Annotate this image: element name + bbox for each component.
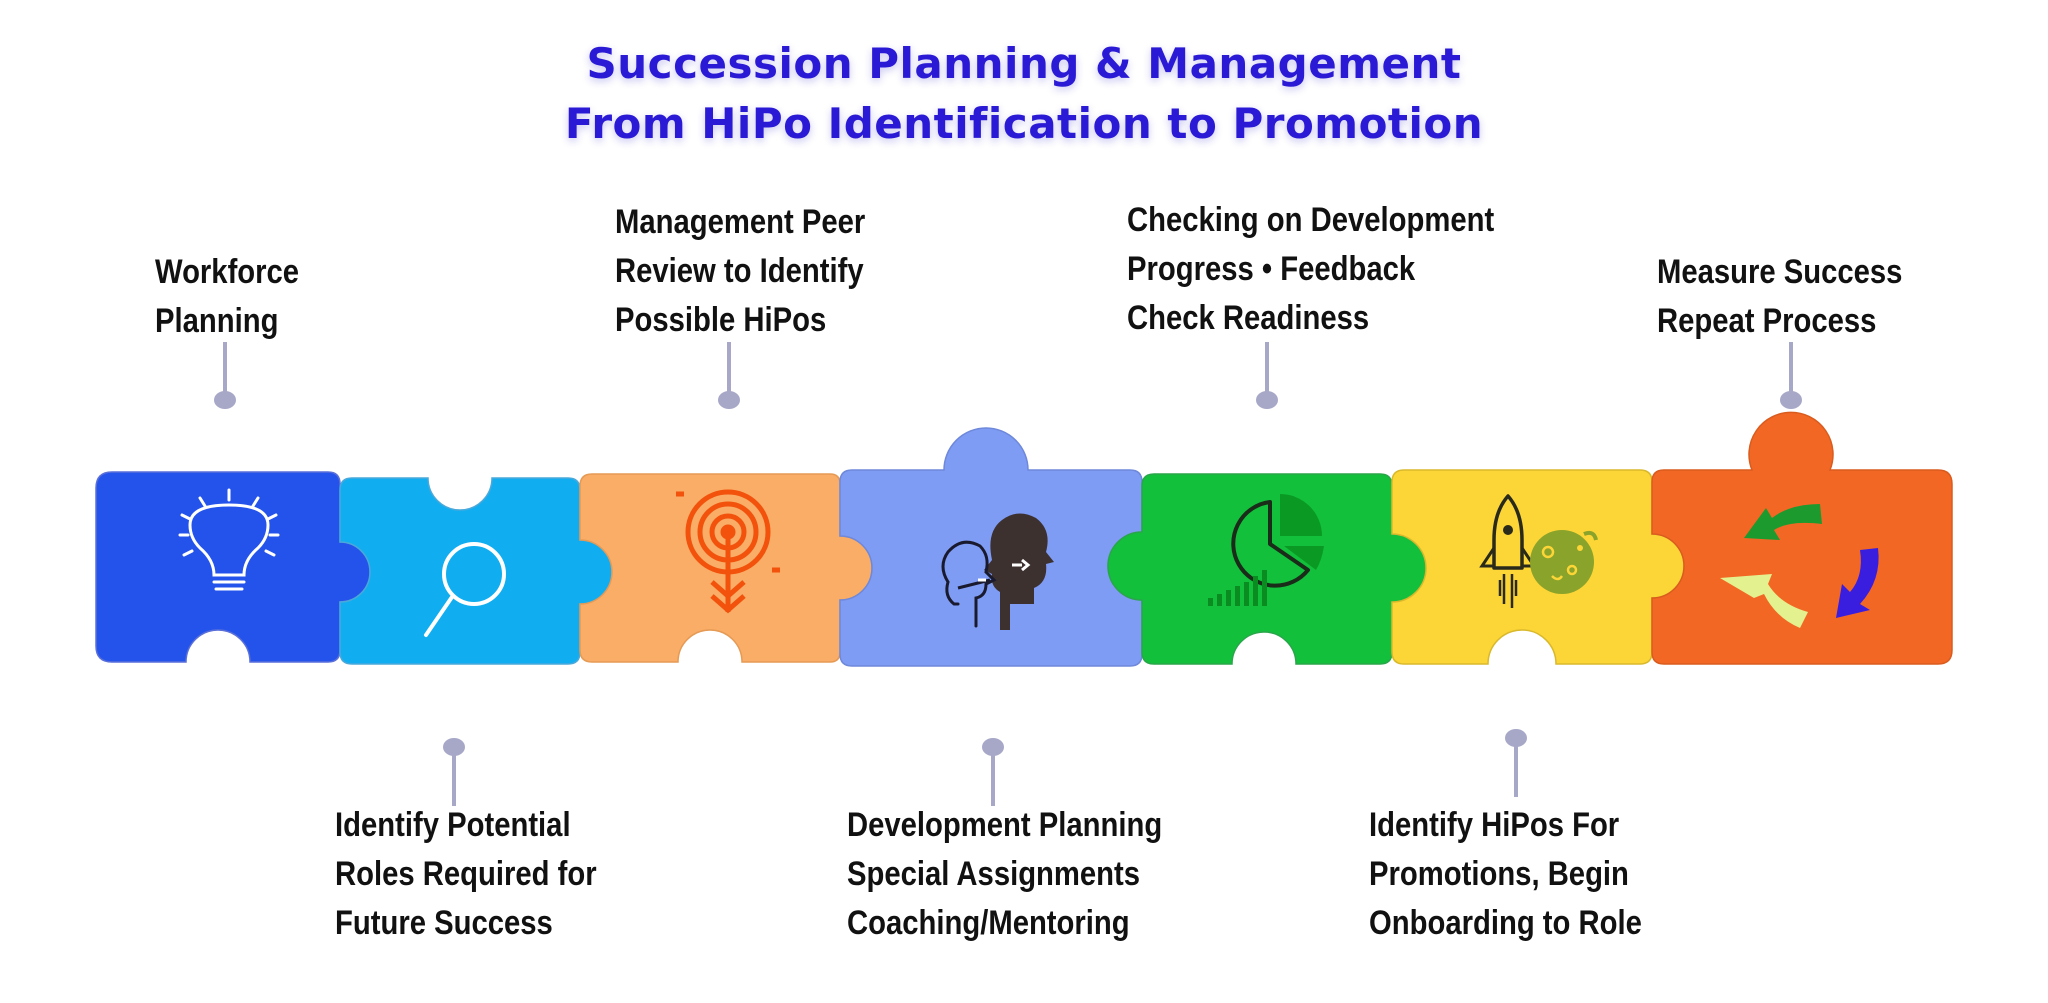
diagram-title: Succession Planning & Management From Hi… bbox=[0, 34, 2048, 154]
cycle-arrows-icon bbox=[1720, 504, 1879, 628]
mentoring-heads-icon bbox=[941, 513, 1054, 630]
label-measure-success: Measure Success Repeat Process bbox=[1657, 248, 1902, 346]
puzzle-piece-roles bbox=[339, 477, 613, 665]
rocket-moon-icon bbox=[1479, 494, 1598, 608]
connector-pin bbox=[443, 738, 465, 806]
label-line: Management Peer bbox=[615, 203, 866, 241]
magnifier-icon bbox=[424, 542, 506, 637]
connector-pin bbox=[1780, 342, 1802, 409]
puzzle-piece-review bbox=[579, 473, 873, 663]
puzzle-piece-measure bbox=[1651, 411, 1953, 665]
piece-shape bbox=[1651, 411, 1953, 665]
connector-pins bbox=[214, 342, 1802, 806]
label-line: Possible HiPos bbox=[615, 301, 827, 339]
puzzle-piece-progress bbox=[1107, 473, 1427, 665]
label-line: Repeat Process bbox=[1657, 302, 1877, 340]
label-line: Identify Potential bbox=[335, 806, 571, 844]
label-line: Checking on Development bbox=[1127, 201, 1495, 239]
label-line: Identify HiPos For bbox=[1369, 806, 1620, 844]
label-line: Measure Success bbox=[1657, 253, 1903, 291]
label-line: Promotions, Begin bbox=[1369, 855, 1629, 893]
label-line: Coaching/Mentoring bbox=[847, 904, 1130, 942]
title-line-1: Succession Planning & Management bbox=[586, 39, 1462, 88]
label-line: Development Planning bbox=[847, 806, 1163, 844]
puzzle-piece-workforce bbox=[95, 471, 371, 663]
label-development-planning: Development Planning Special Assignments… bbox=[847, 801, 1162, 948]
connector-pin bbox=[214, 342, 236, 409]
label-peer-review: Management Peer Review to Identify Possi… bbox=[615, 198, 865, 345]
pie-chart-icon bbox=[1208, 494, 1324, 606]
label-workforce-planning: Workforce Planning bbox=[155, 248, 299, 346]
label-line: Workforce bbox=[155, 253, 300, 291]
connector-pin bbox=[1256, 342, 1278, 409]
label-line: Review to Identify bbox=[615, 252, 864, 290]
label-line: Roles Required for bbox=[335, 855, 597, 893]
connector-pin bbox=[718, 342, 740, 409]
label-promotions: Identify HiPos For Promotions, Begin Onb… bbox=[1369, 801, 1642, 948]
label-line: Onboarding to Role bbox=[1369, 904, 1642, 942]
piece-shape bbox=[339, 477, 613, 665]
target-icon bbox=[676, 489, 780, 614]
piece-shape bbox=[95, 471, 371, 663]
label-line: Progress • Feedback bbox=[1127, 250, 1416, 288]
label-line: Planning bbox=[155, 302, 279, 340]
label-development-progress: Checking on Development Progress • Feedb… bbox=[1127, 196, 1494, 343]
label-line: Check Readiness bbox=[1127, 299, 1370, 337]
puzzle-piece-promotion bbox=[1391, 469, 1685, 665]
connector-pin bbox=[1505, 729, 1527, 797]
label-line: Special Assignments bbox=[847, 855, 1141, 893]
lightbulb-icon bbox=[178, 488, 280, 591]
connector-pin bbox=[982, 738, 1004, 806]
puzzle-piece-development bbox=[839, 427, 1143, 667]
label-line: Future Success bbox=[335, 904, 553, 942]
title-line-2: From HiPo Identification to Promotion bbox=[564, 99, 1484, 148]
label-identify-roles: Identify Potential Roles Required for Fu… bbox=[335, 801, 597, 948]
